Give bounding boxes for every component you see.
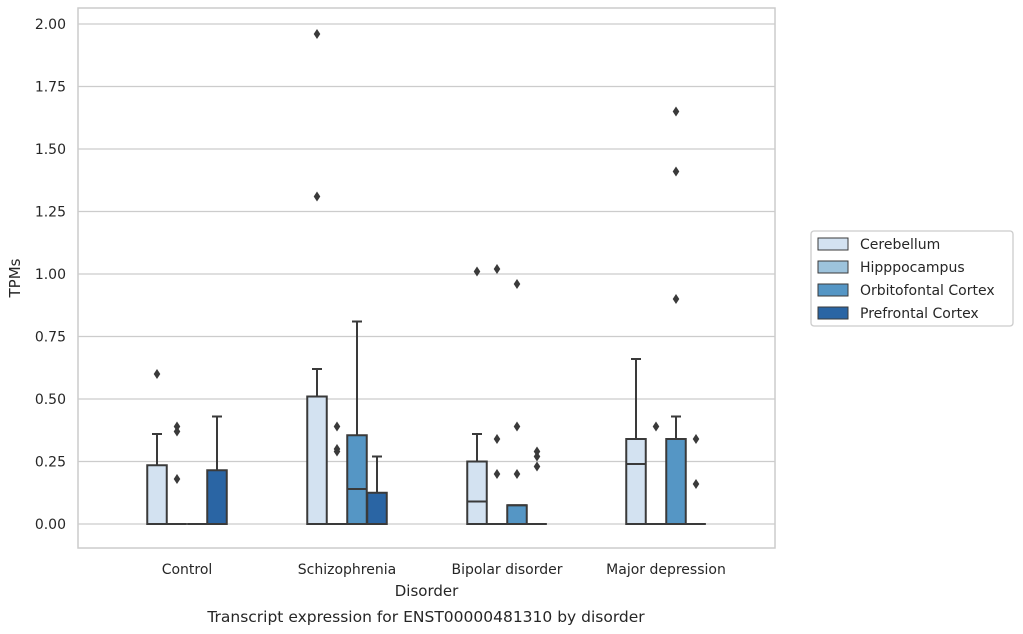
legend-label: Orbitofontal Cortex: [860, 283, 995, 299]
box-orbitofontal-cortex: [506, 279, 528, 525]
outlier-point: [513, 279, 521, 289]
box-hipppocampus: [646, 421, 666, 525]
legend-label: Prefrontal Cortex: [860, 306, 979, 322]
y-tick-label: 0.25: [35, 455, 66, 471]
x-tick-label: Control: [162, 562, 213, 578]
box-orbitofontal-cortex: [665, 106, 687, 525]
legend: Cerebellum Hipppocampus Orbitofontal Corte…: [810, 230, 1014, 327]
y-tick-labels: 0.00 0.25 0.50 0.75 1.00 1.25 1.50 1.75 2.00: [35, 17, 66, 533]
outlier-point: [672, 106, 680, 117]
legend-item: Orbitofontal Cortex: [817, 283, 995, 299]
legend-item: Cerebellum: [817, 237, 940, 253]
outlier-point: [333, 446, 341, 457]
box: [306, 395, 328, 525]
x-tick-label: Schizophrenia: [298, 562, 396, 578]
outlier-point: [513, 421, 521, 432]
x-tick-label: Bipolar disorder: [451, 562, 562, 578]
box-hipppocampus: [487, 264, 507, 525]
x-tick-labels: Control Schizophrenia Bipolar disorder Majo…: [162, 562, 726, 578]
outlier-point: [513, 469, 521, 479]
outlier-point: [493, 264, 501, 274]
outlier-point: [692, 434, 700, 444]
box: [146, 464, 168, 525]
outlier-point: [533, 461, 541, 472]
legend-swatch: [817, 237, 849, 251]
outlier-point: [153, 369, 161, 379]
legend-swatch: [817, 260, 849, 274]
legend-frame: [810, 230, 1014, 327]
x-axis-label: Disorder: [395, 582, 459, 600]
y-axis-label: TPMs: [6, 258, 24, 298]
plot-frame: [77, 7, 776, 549]
outlier-point: [173, 474, 181, 484]
gridlines: [78, 23, 775, 525]
y-tick-label: 2.00: [35, 17, 66, 33]
box-prefrontal-cortex: [206, 415, 228, 525]
outlier-point: [533, 451, 541, 462]
outlier-point: [672, 166, 680, 177]
box-prefrontal-cortex: [527, 446, 547, 525]
outlier-point: [652, 421, 660, 432]
y-tick-label: 1.00: [35, 267, 66, 283]
outlier-point: [493, 469, 501, 479]
legend-label: Hipppocampus: [860, 260, 965, 276]
box-elements: [146, 29, 706, 525]
box: [366, 491, 388, 525]
y-tick-label: 0.50: [35, 392, 66, 408]
y-tick-label: 1.75: [35, 80, 66, 96]
chart-caption: Transcript expression for ENST0000048131…: [206, 608, 645, 626]
outlier-point: [672, 294, 680, 304]
legend-item: Hipppocampus: [817, 260, 965, 276]
box-cerebellum: [146, 369, 168, 525]
box-hipppocampus: [327, 421, 347, 525]
legend-swatch: [817, 283, 849, 297]
y-tick-label: 0.75: [35, 330, 66, 346]
y-tick-label: 1.50: [35, 142, 66, 158]
legend-label: Cerebellum: [860, 237, 940, 253]
outlier-point: [313, 29, 321, 39]
outlier-point: [313, 191, 321, 202]
y-tick-label: 0.00: [35, 517, 66, 533]
box: [346, 434, 368, 525]
box-cerebellum: [466, 266, 488, 525]
outlier-point: [333, 421, 341, 432]
legend-item: Prefrontal Cortex: [817, 306, 979, 322]
box-cerebellum: [625, 358, 647, 525]
box-prefrontal-cortex: [366, 455, 388, 525]
box: [665, 438, 687, 525]
x-tick-label: Major depression: [606, 562, 726, 578]
outlier-point: [173, 426, 181, 437]
outlier-point: [473, 266, 481, 277]
box: [466, 460, 488, 525]
box-orbitofontal-cortex: [346, 320, 368, 525]
box-prefrontal-cortex: [686, 434, 706, 525]
box: [625, 438, 647, 525]
outlier-point: [692, 479, 700, 489]
box-cerebellum: [306, 29, 328, 525]
legend-swatch: [817, 306, 849, 320]
box: [206, 469, 228, 525]
box-hipppocampus: [167, 421, 187, 525]
outlier-point: [493, 434, 501, 444]
box: [506, 504, 528, 525]
y-tick-label: 1.25: [35, 205, 66, 221]
